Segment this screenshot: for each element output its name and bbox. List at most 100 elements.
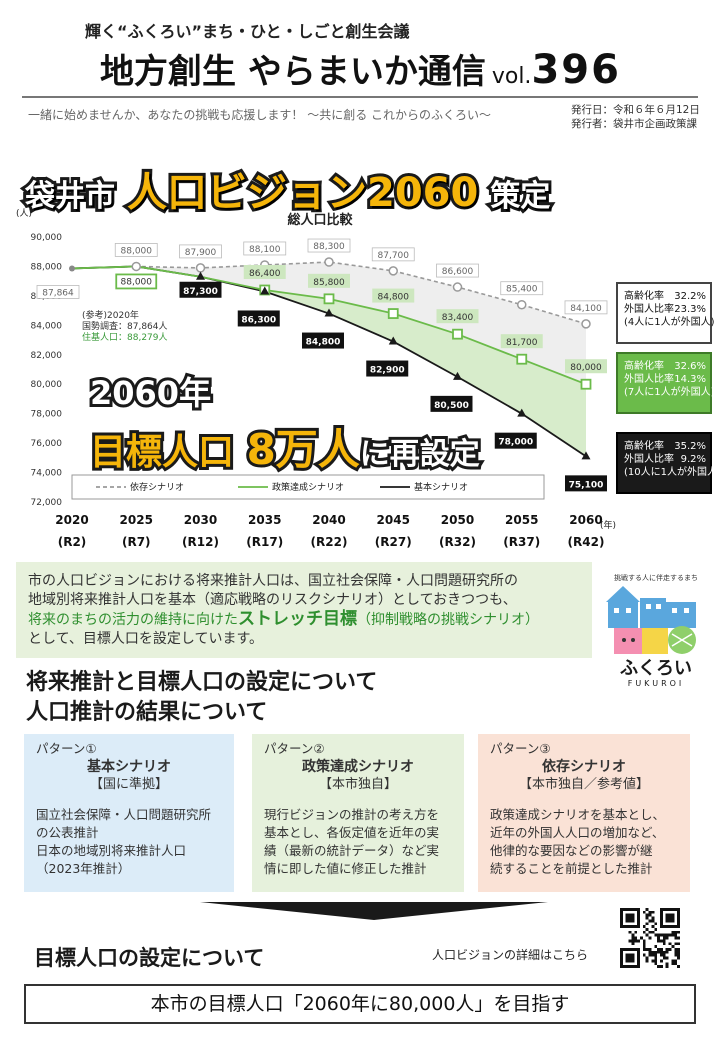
pattern-body-line: 情に即した値に修正した推計 — [264, 861, 427, 876]
dependent-data-label: 87,900 — [185, 248, 217, 258]
dependent-data-label: 84,100 — [570, 304, 602, 314]
x-tick-sublabel: (R17) — [246, 535, 283, 549]
y-tick-label: 74,000 — [31, 469, 63, 479]
qr-label[interactable]: 人口ビジョンの詳細はこちら — [432, 948, 589, 962]
policy-data-label: 80,000 — [570, 363, 602, 373]
x-tick-label: 2040 — [312, 513, 345, 527]
aging-value: 35.2% — [674, 441, 706, 452]
headline: 袋井市 人口ビジョン2060 策定 — [22, 160, 553, 219]
qr-code-icon[interactable] — [620, 908, 680, 968]
basic-data-label: 82,900 — [370, 366, 405, 376]
basic-point — [517, 408, 527, 417]
target-year: 2060年 — [87, 371, 214, 415]
series-line-依存シナリオ — [71, 261, 587, 325]
down-arrow-icon — [200, 902, 548, 920]
policy-gap-area — [72, 266, 586, 457]
x-tick-label: 2045 — [377, 513, 410, 527]
pattern-body-line: の公表推計 — [36, 825, 99, 840]
header-subtitle: 輝く“ふくろい”まち・ひと・しごと創生会議 — [85, 22, 410, 41]
pattern-body-line: 国立社会保障・人口問題研究所 — [36, 807, 212, 822]
issue-date: 発行日：令和６年６月12日 — [571, 104, 700, 116]
foreign-value: 23.3% — [674, 304, 706, 315]
dependent-data-label: 86,600 — [442, 267, 474, 277]
policy-data-label: 85,800 — [313, 278, 345, 288]
policy-point — [323, 293, 335, 305]
target-callout: 2060年 目標人口 8万人に再設定 — [87, 368, 483, 477]
policy-data-label-bg — [115, 273, 158, 290]
dependent-data-label: 87,700 — [378, 251, 410, 261]
stretch-goal-label: ストレッチ目標 — [238, 609, 357, 629]
foreign-label: 外国人比率 — [624, 454, 674, 465]
policy-data-label: 86,400 — [249, 269, 281, 279]
pattern-name: 依存シナリオ — [542, 759, 626, 775]
policy-data-label: 83,400 — [442, 313, 474, 323]
pattern-number: パターン② — [264, 741, 325, 756]
section-heading-1-line-2: 人口推計の結果について — [26, 700, 268, 725]
pattern-name: 政策達成シナリオ — [302, 759, 414, 775]
policy-data-label-bg — [436, 309, 479, 324]
policy-point — [516, 353, 528, 365]
desc-line-3c: （抑制戦略の挑戦シナリオ） — [357, 612, 539, 628]
headline-main: 人口ビジョン2060 — [124, 167, 481, 219]
y-tick-label: 80,000 — [31, 380, 63, 390]
pattern-number: パターン① — [36, 741, 97, 756]
basic-data-label-bg — [430, 395, 473, 412]
pattern-subtitle: 【本市独自】 — [318, 777, 397, 792]
target-line: 目標人口 8万人に再設定 — [87, 416, 483, 477]
y-tick-label: 90,000 — [31, 233, 63, 243]
section-heading-2: 目標人口の設定について — [34, 946, 265, 970]
aging-value: 32.2% — [674, 291, 706, 302]
y-tick-label: 78,000 — [31, 410, 63, 420]
target-label-b: 8万人 — [244, 422, 363, 477]
header-divider — [22, 96, 698, 98]
pattern-body-line: 基本とし、各仮定値を近年の実 — [264, 825, 440, 840]
policy-data-label-bg — [500, 334, 543, 349]
chart-title: 総人口比較 — [287, 212, 353, 228]
dependent-data-label-bg — [179, 244, 222, 259]
dependent-data-label-bg — [564, 300, 608, 315]
dependent-gap-area — [72, 262, 586, 385]
section-heading-1-line-1: 将来推計と目標人口の設定について — [26, 670, 378, 695]
desc-line-3: 将来のまちの活力の維持に向けたストレッチ目標（抑制戦略の挑戦シナリオ） — [28, 610, 580, 630]
x-tick-label: 2030 — [184, 513, 217, 527]
x-tick-label: 2020 — [55, 513, 88, 527]
dependent-point — [452, 282, 463, 292]
ratio-box-dependent: 高齢化率 32.2% 外国人比率 23.3% (4人に1人が外国人) — [616, 282, 715, 344]
legend-box — [71, 474, 545, 500]
pattern-card-policy: パターン② 政策達成シナリオ 【本市独自】 現行ビジョンの推計の考え方を 基本と… — [252, 734, 464, 892]
aging-label: 高齢化率 — [624, 361, 664, 372]
basic-data-label: 87,300 — [183, 287, 218, 297]
basic-point — [453, 371, 462, 380]
policy-data-label-bg — [243, 265, 286, 279]
headline-suffix: 策定 — [487, 176, 553, 217]
pattern-body-line: 近年の外国人人口の増加など、 — [490, 825, 665, 840]
logo-latin: FUKUROI — [628, 679, 685, 688]
dependent-data-label-bg — [500, 281, 544, 296]
legend-label: 依存シナリオ — [130, 481, 184, 493]
dependent-point — [581, 319, 591, 329]
pattern-body-line: 政策達成シナリオを基本とし、 — [490, 807, 666, 822]
reference-note: 住基人口：88,279人 — [82, 331, 168, 343]
pattern-body-line: （2023年推計） — [36, 861, 131, 876]
publisher: 発行者：袋井市企画政策課 — [571, 118, 697, 130]
logo-tagline: 挑戦する人に伴走するまち — [614, 573, 698, 582]
population-chart: 総人口比較 (人) (年) 72,000 74,000 76,000 78,000 80,00… — [16, 208, 616, 549]
target-label-a: 目標人口 — [87, 429, 237, 476]
basic-point — [196, 271, 205, 280]
desc-line-3a: 将来のまちの活力の維持に向けた — [28, 612, 238, 628]
newsletter-title: 地方創生 やらまいか通信 vol.396 — [100, 44, 621, 93]
desc-line-1: 市の人口ビジョンにおける将来推計人口は、国立社会保障・人口問題研究所の — [28, 573, 518, 589]
y-tick-label: 88,000 — [31, 262, 63, 272]
basic-data-label: 75,100 — [569, 480, 604, 490]
dependent-data-label-bg — [243, 241, 287, 256]
aging-label: 高齢化率 — [624, 441, 664, 452]
legend-label: 基本シナリオ — [414, 481, 468, 493]
policy-point — [580, 378, 592, 390]
issue-info: 発行日：令和６年６月12日 発行者：袋井市企画政策課 — [571, 103, 700, 131]
pattern-body-line: 績（最新の統計データ）など実 — [264, 843, 440, 858]
ratio-note: (10人に1人が外国人) — [624, 467, 720, 478]
section-heading-1: 将来推計と目標人口の設定について 人口推計の結果について — [26, 668, 377, 728]
policy-data-label: 81,700 — [506, 338, 538, 348]
pattern-subtitle: 【国に準拠】 — [89, 777, 168, 792]
reference-note: (参考)2020年 — [82, 309, 139, 321]
